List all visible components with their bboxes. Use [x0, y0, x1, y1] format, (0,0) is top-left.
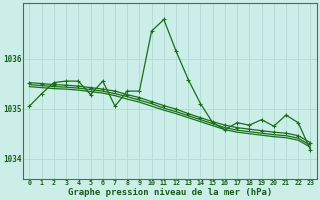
X-axis label: Graphe pression niveau de la mer (hPa): Graphe pression niveau de la mer (hPa)	[68, 188, 272, 197]
